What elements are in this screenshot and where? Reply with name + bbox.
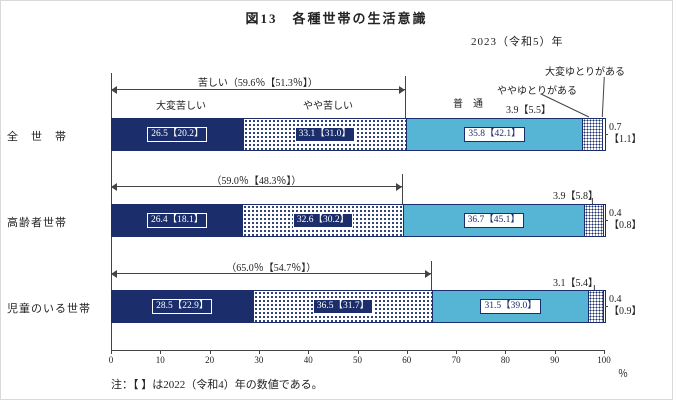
bar-segment-4 <box>601 119 605 150</box>
x-axis-tick <box>209 350 211 354</box>
struggling-total-label: 苦しい（59.6％【51.3％】） <box>197 78 318 89</box>
bar-segment-0: 26.4【18.1】 <box>112 205 243 236</box>
x-axis-tick-label: 40 <box>303 355 313 365</box>
percent-unit-label: ％ <box>618 369 628 380</box>
x-axis-tick-label: 20 <box>205 355 215 365</box>
bar-segment-1: 32.6【30.2】 <box>242 205 403 236</box>
bar-segment-2: 35.8【42.1】 <box>405 119 583 150</box>
bar-segment-1: 36.5【31.7】 <box>252 291 433 322</box>
struggling-total-label: （65.0％【54.7％】） <box>226 263 317 274</box>
struggling-span-arrow <box>111 270 432 278</box>
x-axis-tick-label: 70 <box>451 355 461 365</box>
x-axis-tick <box>357 350 359 354</box>
x-axis-tick-label: 30 <box>254 355 264 365</box>
segment-value-label: 26.5【20.2】 <box>147 126 208 143</box>
bar-segment-3 <box>587 291 603 322</box>
taihen-yutori-leader-line <box>601 76 605 118</box>
year-label: 2023（令和5）年 <box>471 36 564 48</box>
x-axis-tick <box>111 350 112 354</box>
x-axis-tick <box>456 350 458 354</box>
x-axis-tick <box>258 350 260 354</box>
x-axis-tick <box>604 350 605 354</box>
slightly-comfortable-value-label: 3.9【5.5】 <box>506 105 551 116</box>
struggling-span-end-line <box>404 76 406 118</box>
x-axis-tick <box>308 350 310 354</box>
segment-value-label: 33.1【31.0】 <box>294 126 355 143</box>
struggling-span-arrow <box>111 183 402 191</box>
legend-slightly-comfortable: ややゆとりがある <box>497 86 577 97</box>
segment-value-label: 26.4【18.1】 <box>146 212 208 229</box>
struggling-total-label: （59.0％【48.3％】） <box>211 176 302 187</box>
struggling-span-end-line <box>431 261 433 290</box>
x-axis-tick <box>160 350 162 354</box>
very-comfortable-value-label: 0.4 【0.9】 <box>609 294 642 317</box>
x-axis-tick <box>554 350 556 354</box>
bar-segment-4 <box>602 205 605 236</box>
bar-segment-3 <box>582 119 602 150</box>
bar-segment-3 <box>583 205 603 236</box>
x-axis-tick-label: 50 <box>353 355 362 365</box>
x-axis-tick-label: 60 <box>402 355 412 365</box>
legend-very-comfortable: 大変ゆとりがある <box>545 67 625 78</box>
legend-very-struggling: 大変苦しい <box>156 101 206 112</box>
x-axis-tick <box>406 350 408 354</box>
footnote: 注：【 】は2022（令和4）年の数値である。 <box>111 379 323 391</box>
chart-title: 図13 各種世帯の生活意識 <box>245 11 428 26</box>
stacked-bar: 26.5【20.2】 33.1【31.0】 35.8【42.1】 <box>111 118 606 151</box>
segment-value-label: 31.5【39.0】 <box>480 298 541 315</box>
segment-value-label: 36.7【45.1】 <box>463 212 524 229</box>
struggling-span-end-line <box>401 174 403 204</box>
slightly-comfortable-value-label: 3.9【5.8】 <box>553 191 598 202</box>
segment-value-label: 35.8【42.1】 <box>464 126 525 143</box>
x-axis-tick-label: 100 <box>597 355 611 365</box>
bar-segment-4 <box>603 291 605 322</box>
x-axis-tick-label: 0 <box>108 355 114 365</box>
very-comfortable-value-label: 0.4 【0.8】 <box>609 208 642 231</box>
segment-value-label: 28.5【22.9】 <box>152 298 213 315</box>
category-label-elderly-households: 高齢者世帯 <box>7 217 67 229</box>
bar-segment-0: 28.5【22.9】 <box>112 291 253 322</box>
category-label-households-with-children: 児童のいる世帯 <box>7 303 91 315</box>
segment-value-label: 32.6【30.2】 <box>292 212 354 229</box>
legend-somewhat-struggling: やや苦しい <box>303 101 353 112</box>
stacked-bar: 28.5【22.9】 36.5【31.7】 31.5【39.0】 <box>111 290 606 323</box>
stacked-bar: 26.4【18.1】 32.6【30.2】 36.7【45.1】 <box>111 204 606 237</box>
struggling-span-arrow <box>111 86 405 94</box>
category-label-all-households: 全 世 帯 <box>7 131 67 143</box>
x-axis-tick-label: 90 <box>550 355 560 365</box>
very-comfortable-value-label: 0.7 【1.1】 <box>609 122 642 145</box>
bar-segment-0: 26.5【20.2】 <box>112 119 243 150</box>
bar-segment-1: 33.1【31.0】 <box>242 119 406 150</box>
bar-segment-2: 31.5【39.0】 <box>432 291 588 322</box>
x-axis-tick-label: 80 <box>500 355 510 365</box>
legend-normal: 普 通 <box>453 99 483 110</box>
slightly-comfortable-value-label: 3.1【5.4】 <box>553 278 598 289</box>
x-axis-tick-label: 10 <box>155 355 165 365</box>
bar-segment-2: 36.7【45.1】 <box>402 205 584 236</box>
segment-value-label: 36.5【31.7】 <box>312 298 374 315</box>
x-axis-tick <box>505 350 507 354</box>
